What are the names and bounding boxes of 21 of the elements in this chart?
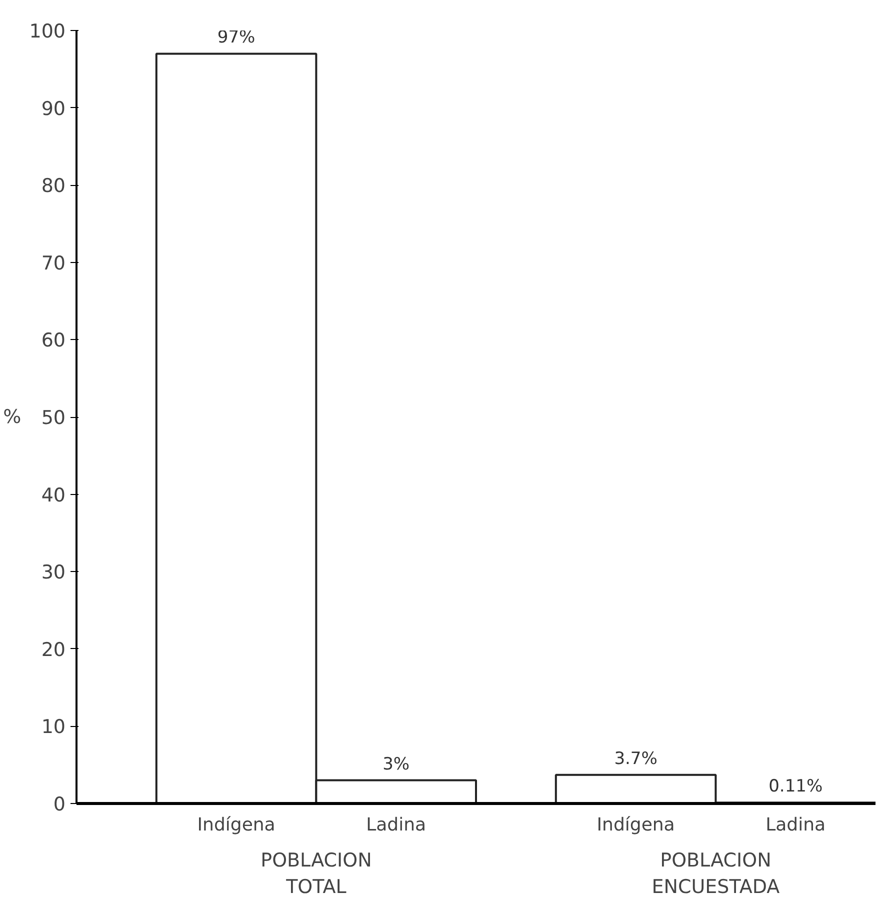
y-tick-label: 60 [41, 330, 66, 352]
data-label: 3% [382, 754, 410, 774]
x-tick-label: Indígena [197, 814, 276, 836]
data-label: 3.7% [614, 748, 658, 769]
x-tick-label: Ladina [766, 814, 826, 836]
y-tick-label: 10 [41, 716, 66, 738]
y-tick-label: 40 [41, 484, 66, 506]
y-tick-label: 70 [41, 252, 66, 274]
y-tick-label: 0 [53, 794, 66, 816]
x-tick-label: Ladina [366, 814, 426, 836]
y-tick-label: 90 [41, 98, 66, 120]
data-label: 0.11% [768, 776, 823, 797]
y-tick-label: 100 [29, 20, 66, 42]
y-axis-title: % [3, 406, 22, 428]
y-tick-label: 80 [41, 175, 66, 198]
text: POBLACION TOTAL [260, 850, 372, 898]
y-tick-label: 30 [41, 562, 66, 584]
text: POBLACION ENCUESTADA [652, 850, 780, 898]
y-tick-label: 50 [41, 407, 66, 429]
x-tick-label: Indígena [596, 814, 675, 836]
y-tick-label: 20 [41, 638, 66, 661]
